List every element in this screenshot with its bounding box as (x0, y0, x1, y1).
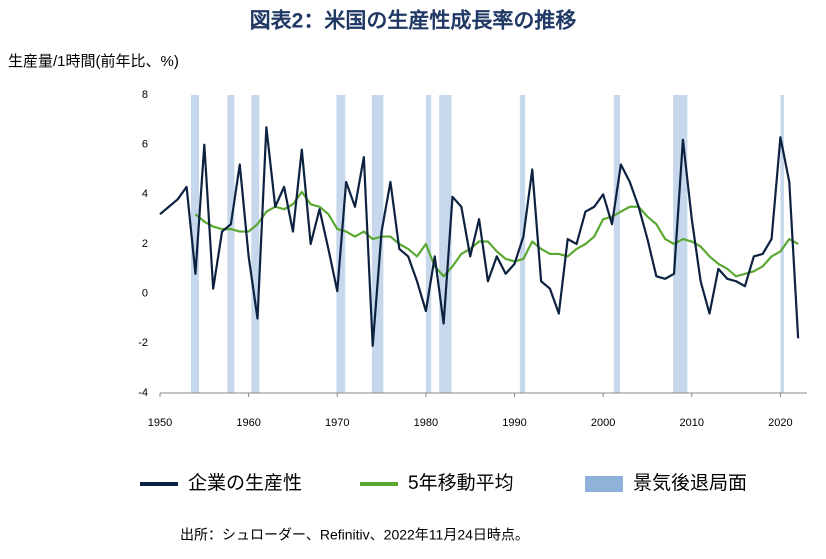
x-tick-label: 2010 (680, 417, 704, 429)
legend-label: 企業の生産性 (188, 472, 302, 494)
recession-band (227, 95, 235, 393)
recession-band (251, 95, 260, 393)
recession-band (425, 95, 432, 393)
x-tick-label: 1950 (148, 417, 172, 429)
y-tick-label: -4 (138, 387, 148, 399)
legend-label: 景気後退局面 (633, 472, 747, 494)
x-tick-label: 1980 (414, 417, 438, 429)
x-tick-label: 1970 (325, 417, 349, 429)
y-tick-label: -2 (138, 337, 148, 349)
x-tick-label: 1960 (236, 417, 260, 429)
y-tick-label: 6 (142, 139, 148, 151)
recession-band (673, 95, 688, 393)
y-tick-label: 2 (142, 238, 148, 250)
series-line (194, 190, 799, 278)
x-tick-label: 2000 (591, 417, 615, 429)
x-tick-label: 2020 (768, 417, 792, 429)
recession-band (780, 95, 784, 393)
y-tick-label: 4 (142, 188, 148, 200)
series-line (159, 126, 800, 347)
legend-swatch (585, 476, 623, 492)
recession-band (613, 95, 620, 393)
y-tick-label: 0 (142, 288, 148, 300)
recession-band (191, 95, 199, 393)
y-tick-label: 8 (142, 89, 148, 101)
legend-label: 5年移動平均 (408, 472, 514, 494)
x-tick-label: 1990 (502, 417, 526, 429)
y-axis-label: 生産量/1時間(前年比、%) (8, 53, 179, 70)
chart-title: 図表2：米国の生産性成長率の推移 (250, 9, 577, 33)
source-note: 出所：シュローダー、Refinitiv、2022年11月24日時点。 (180, 527, 529, 543)
recession-band (371, 95, 384, 393)
recession-band (519, 95, 526, 393)
